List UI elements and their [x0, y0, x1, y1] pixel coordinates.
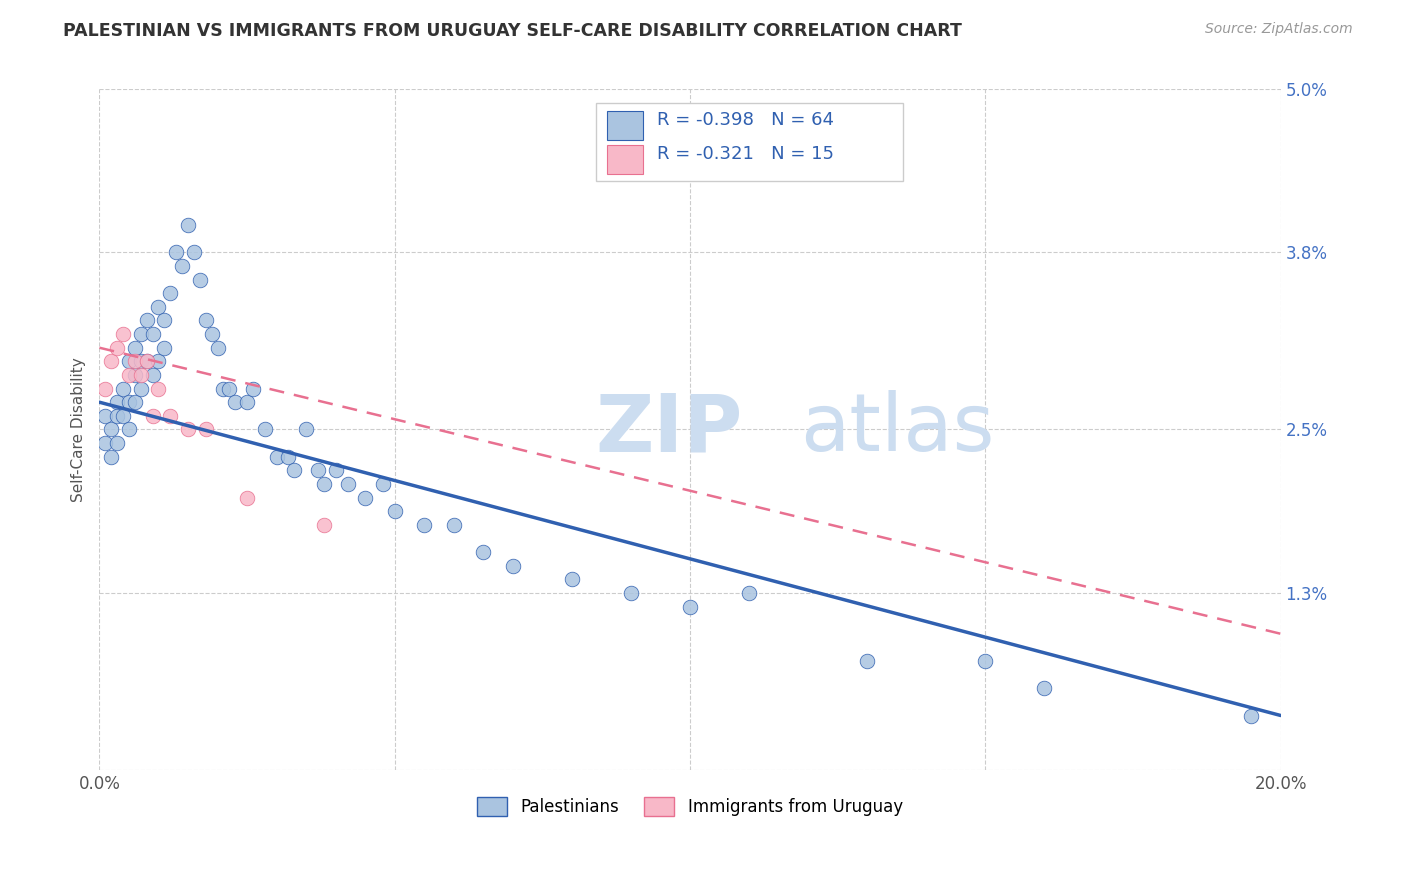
Point [148, 382, 170, 396]
Point [159, 286, 181, 301]
Point [135, 354, 157, 368]
Point [354, 491, 377, 505]
Point [502, 558, 524, 573]
Point [188, 272, 211, 286]
Text: PALESTINIAN VS IMMIGRANTS FROM URUGUAY SELF-CARE DISABILITY CORRELATION CHART: PALESTINIAN VS IMMIGRANTS FROM URUGUAY S… [63, 22, 962, 40]
Point [413, 517, 436, 532]
Point [266, 450, 288, 464]
Point [1033, 681, 1056, 696]
Point [1240, 708, 1263, 723]
Text: atlas: atlas [800, 391, 994, 468]
Point [142, 327, 165, 342]
Point [124, 354, 146, 368]
Point [207, 341, 229, 355]
Point [856, 654, 879, 668]
Point [100, 450, 122, 464]
Point [172, 259, 194, 273]
Point [165, 245, 187, 260]
Point [118, 422, 141, 436]
Point [124, 341, 146, 355]
Legend: Palestinians, Immigrants from Uruguay: Palestinians, Immigrants from Uruguay [471, 790, 910, 823]
Point [201, 327, 224, 342]
Point [142, 409, 165, 423]
Point [129, 382, 152, 396]
Point [384, 504, 406, 518]
Text: R = -0.321   N = 15: R = -0.321 N = 15 [657, 145, 834, 163]
Point [336, 477, 359, 491]
Point [194, 422, 217, 436]
Point [371, 477, 394, 491]
Point [253, 422, 276, 436]
Point [94, 382, 117, 396]
Y-axis label: Self-Care Disability: Self-Care Disability [72, 357, 86, 502]
Point [94, 436, 117, 450]
Point [277, 450, 299, 464]
Bar [607, 145, 643, 174]
Point [177, 422, 200, 436]
Point [325, 463, 347, 477]
Point [142, 368, 165, 382]
Point [620, 586, 643, 600]
Point [100, 354, 122, 368]
Point [135, 313, 157, 327]
Point [118, 354, 141, 368]
Point [112, 382, 135, 396]
Point [153, 313, 176, 327]
Point [153, 341, 176, 355]
Point [307, 463, 329, 477]
Text: ZIP: ZIP [596, 391, 742, 468]
Point [112, 327, 135, 342]
Point [312, 517, 335, 532]
Point [105, 395, 128, 409]
Text: R = -0.398   N = 64: R = -0.398 N = 64 [657, 111, 834, 128]
Point [129, 368, 152, 382]
Point [118, 368, 141, 382]
Point [212, 382, 235, 396]
Point [738, 586, 761, 600]
Point [679, 599, 702, 614]
Point [148, 300, 170, 314]
Bar [607, 112, 643, 140]
FancyBboxPatch shape [596, 103, 903, 181]
Point [105, 436, 128, 450]
Point [218, 382, 240, 396]
Point [194, 313, 217, 327]
Point [312, 477, 335, 491]
Point [159, 409, 181, 423]
Point [183, 245, 205, 260]
Point [242, 382, 264, 396]
Point [135, 354, 157, 368]
Point [236, 491, 259, 505]
Point [118, 395, 141, 409]
Point [283, 463, 305, 477]
Point [105, 341, 128, 355]
Point [177, 218, 200, 232]
Point [224, 395, 246, 409]
Point [443, 517, 465, 532]
Point [100, 422, 122, 436]
Point [94, 409, 117, 423]
Point [129, 354, 152, 368]
Point [112, 409, 135, 423]
Point [561, 572, 583, 586]
Point [129, 327, 152, 342]
Point [124, 368, 146, 382]
Text: Source: ZipAtlas.com: Source: ZipAtlas.com [1205, 22, 1353, 37]
Point [148, 354, 170, 368]
Point [295, 422, 318, 436]
Point [236, 395, 259, 409]
Point [124, 395, 146, 409]
Point [472, 545, 495, 559]
Point [105, 409, 128, 423]
Point [974, 654, 997, 668]
